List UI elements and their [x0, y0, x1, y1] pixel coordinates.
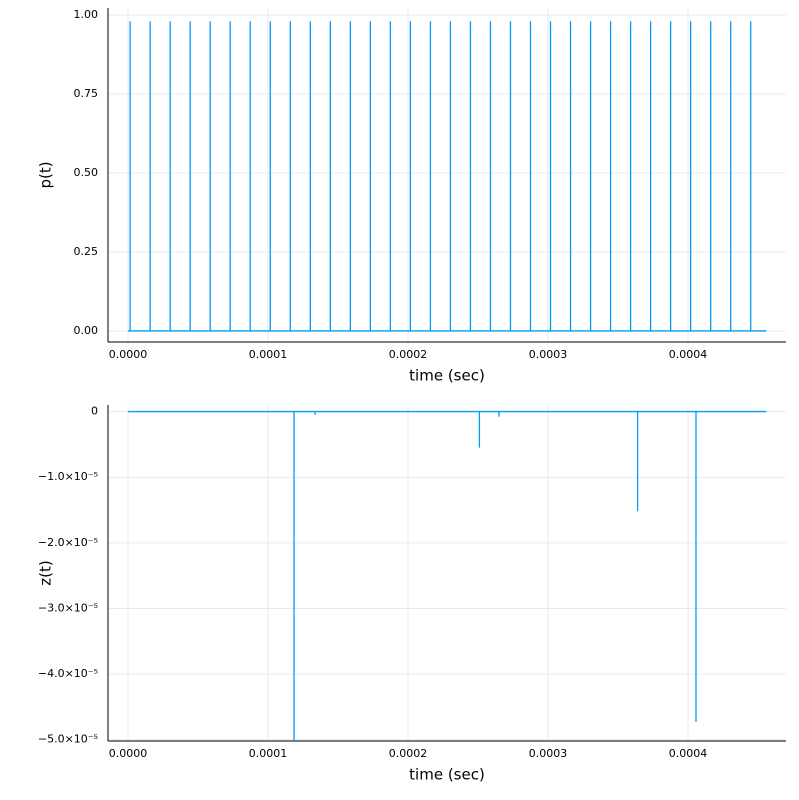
x-tick-label: 0.0003: [529, 747, 568, 760]
data-line: [128, 21, 767, 332]
y-tick-label: −4.0×10⁻⁵: [38, 667, 98, 680]
y-tick-label: 1.00: [74, 8, 99, 21]
x-tick-label: 0.0002: [389, 747, 428, 760]
y-tick-label: −3.0×10⁻⁵: [38, 601, 98, 614]
x-tick-label: 0.0001: [249, 348, 288, 361]
data-line: [128, 410, 767, 741]
y-tick-label: −5.0×10⁻⁵: [38, 733, 98, 746]
y-tick-label: 0.25: [74, 245, 99, 258]
y-tick-label: −1.0×10⁻⁵: [38, 470, 98, 483]
x-tick-label: 0.0004: [669, 747, 708, 760]
y-axis-title: p(t): [37, 161, 55, 188]
y-tick-label: −2.0×10⁻⁵: [38, 536, 98, 549]
x-tick-label: 0.0003: [529, 348, 568, 361]
x-tick-label: 0.0004: [669, 348, 708, 361]
y-axis-title: z(t): [37, 560, 55, 585]
x-tick-label: 0.0001: [249, 747, 288, 760]
x-tick-label: 0.0000: [109, 747, 148, 760]
y-tick-label: 0: [91, 405, 98, 418]
x-axis-title: time (sec): [409, 367, 485, 385]
y-tick-label: 0.00: [74, 324, 99, 337]
x-tick-label: 0.0000: [109, 348, 148, 361]
x-axis-title: time (sec): [409, 766, 485, 784]
x-tick-label: 0.0002: [389, 348, 428, 361]
y-tick-label: 0.75: [74, 87, 99, 100]
y-tick-label: 0.50: [74, 166, 99, 179]
